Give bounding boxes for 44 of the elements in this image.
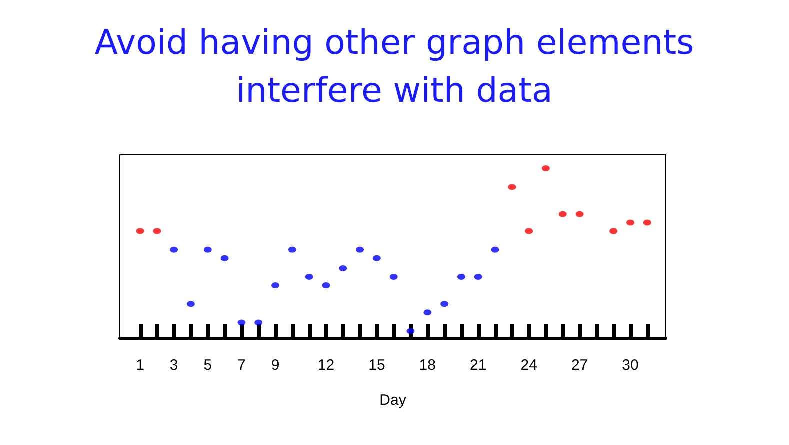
point xyxy=(305,274,314,280)
x-tick-label: 30 xyxy=(622,357,639,374)
point xyxy=(626,220,634,226)
chart-title: Avoid having other graph elements interfere with data xyxy=(94,23,694,111)
x-tick-label: 18 xyxy=(419,357,436,374)
point xyxy=(238,320,246,326)
x-tick-label: 24 xyxy=(520,357,538,374)
point xyxy=(339,266,348,272)
point xyxy=(170,246,178,253)
x-tick-label: 9 xyxy=(271,357,280,374)
x-tick-label: 5 xyxy=(204,357,212,374)
point xyxy=(372,255,381,262)
point xyxy=(136,228,144,234)
x-tick-label: 3 xyxy=(170,357,178,374)
point xyxy=(542,166,550,172)
point xyxy=(643,220,652,226)
point xyxy=(424,310,432,316)
point xyxy=(153,228,162,234)
point xyxy=(558,211,567,218)
point xyxy=(474,274,482,280)
point xyxy=(356,246,364,253)
point xyxy=(525,228,534,234)
x-tick-label: 15 xyxy=(368,357,386,374)
x-tick-label: 1 xyxy=(136,357,144,374)
x-tick-label: 27 xyxy=(571,357,588,374)
point xyxy=(187,301,195,308)
point xyxy=(322,282,330,288)
point xyxy=(576,211,584,218)
point xyxy=(610,228,618,234)
point xyxy=(457,274,466,280)
point xyxy=(288,246,296,253)
point xyxy=(390,274,398,280)
point xyxy=(440,301,449,308)
point xyxy=(204,246,212,253)
point xyxy=(491,246,500,253)
x-tick-label: 21 xyxy=(470,357,487,374)
point xyxy=(406,328,415,334)
x-tick-label: 12 xyxy=(318,357,335,374)
point xyxy=(220,255,229,262)
x-axis-title: Day xyxy=(380,392,407,409)
point xyxy=(254,320,263,326)
point xyxy=(508,184,516,190)
x-tick-label: 7 xyxy=(238,357,246,374)
point xyxy=(272,282,280,288)
